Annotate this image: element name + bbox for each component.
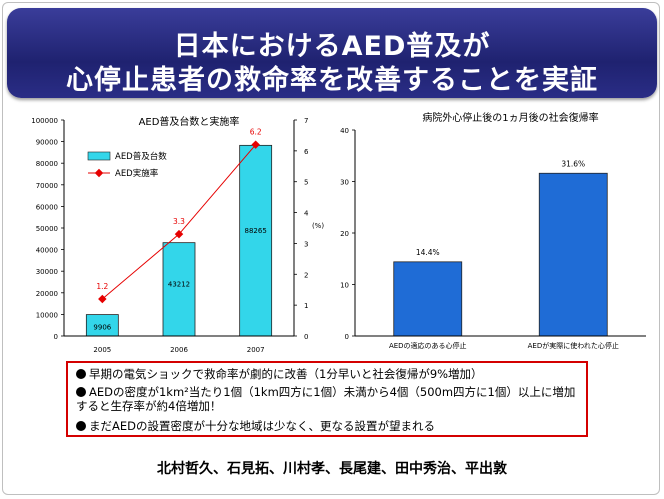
y-tick-label: 30	[340, 179, 349, 187]
finding-item: AEDの密度が1km²当たり1個（1km四方に1個）未満から4個（500m四方に…	[76, 385, 581, 413]
y2-tick-label: 5	[304, 179, 308, 187]
bar-aed-count	[239, 144, 273, 337]
y-tick-label: 50000	[36, 225, 58, 233]
chart-title: 病院外心停止後の1ヵ月後の社会復帰率	[422, 111, 598, 124]
bar-survival-rate	[393, 261, 463, 337]
y-tick-label: 100000	[31, 117, 58, 125]
line-point-aed-rate	[98, 294, 107, 304]
bar-value-label: 31.6%	[561, 159, 585, 168]
x-tick-label: AEDの適応のある心停止	[389, 341, 467, 350]
bar-survival-rate	[538, 172, 608, 337]
x-tick-label: AEDが実際に使われた心停止	[528, 341, 619, 350]
y2-tick-label: 4	[304, 210, 309, 218]
slide-frame	[2, 2, 660, 495]
findings-box: 早期の電気ショックで救命率が劇的に改善（1分早いと社会復帰が9%増加） AEDの…	[66, 361, 588, 437]
y-tick-label: 80000	[36, 160, 58, 168]
legend-marker-aed-rate	[94, 168, 104, 178]
bar-value-label: 43212	[168, 281, 190, 289]
bar-value-label: 14.4%	[416, 248, 440, 257]
y2-axis-label: (%)	[312, 222, 324, 230]
legend-swatch-aed-count	[87, 151, 111, 161]
y-tick-label: 20000	[36, 290, 58, 298]
title-line-2: 心停止患者の救命率を改善することを実証	[66, 65, 598, 96]
y-tick-label: 10000	[36, 311, 58, 319]
finding-text: 早期の電気ショックで救命率が劇的に改善（1分早いと社会復帰が9%増加）	[89, 367, 483, 381]
line-value-label: 6.2	[250, 128, 262, 137]
finding-item: まだAEDの設置密度が十分な地域は少なく、更なる設置が望まれる	[76, 419, 435, 433]
title-banner: 日本におけるAED普及が 心停止患者の救命率を改善することを実証	[7, 8, 657, 98]
y-tick-label: 70000	[36, 182, 58, 190]
x-tick-label: 2005	[93, 346, 111, 354]
bar-value-label: 9906	[93, 323, 111, 331]
y-tick-label: 60000	[36, 203, 58, 211]
finding-item: 早期の電気ショックで救命率が劇的に改善（1分早いと社会復帰が9%増加）	[76, 367, 483, 381]
finding-text: AEDの密度が1km²当たり1個（1km四方に1個）未満から4個（500m四方に…	[76, 385, 576, 413]
title-line-1: 日本におけるAED普及が	[173, 31, 491, 62]
y2-tick-label: 2	[304, 271, 308, 279]
y-tick-label: 90000	[36, 139, 58, 147]
y-tick-label: 10	[340, 282, 349, 290]
bullet-dot-icon	[76, 387, 86, 397]
y2-tick-label: 7	[304, 117, 308, 125]
legend-label-aed-rate: AED実施率	[115, 168, 159, 179]
authors: 北村哲久、石見拓、川村孝、長尾建、田中秀治、平出敦	[157, 461, 507, 477]
bullet-dot-icon	[76, 369, 86, 379]
y2-tick-label: 0	[304, 333, 308, 341]
y2-tick-label: 1	[304, 302, 308, 310]
chart-title: AED普及台数と実施率	[139, 115, 240, 128]
bar-aed-count	[162, 242, 196, 337]
x-tick-label: 2007	[247, 346, 265, 354]
y2-tick-label: 6	[304, 148, 309, 156]
line-point-aed-rate	[174, 229, 184, 239]
bar-value-label: 88265	[245, 227, 267, 235]
x-tick-label: 2006	[170, 346, 188, 354]
aed-count-chart: AED普及台数と実施率 0 10000 20000 30000 40000 50000 600…	[31, 115, 324, 354]
survival-rate-chart: 病院外心停止後の1ヵ月後の社会復帰率 0 10 20 30 40 14.4% 31.6% AED…	[340, 111, 646, 350]
y-tick-label: 20	[340, 230, 349, 238]
legend-label-aed-count: AED普及台数	[115, 151, 167, 162]
y-tick-label: 0	[54, 333, 58, 341]
line-value-label: 3.3	[173, 217, 185, 226]
y-tick-label: 40	[340, 127, 349, 135]
y-tick-label: 0	[345, 333, 349, 341]
line-value-label: 1.2	[96, 282, 108, 291]
y-tick-label: 40000	[36, 247, 58, 255]
bullet-dot-icon	[76, 421, 86, 431]
finding-text: まだAEDの設置密度が十分な地域は少なく、更なる設置が望まれる	[89, 419, 435, 433]
y-tick-label: 30000	[36, 268, 58, 276]
y2-tick-label: 3	[304, 240, 308, 248]
